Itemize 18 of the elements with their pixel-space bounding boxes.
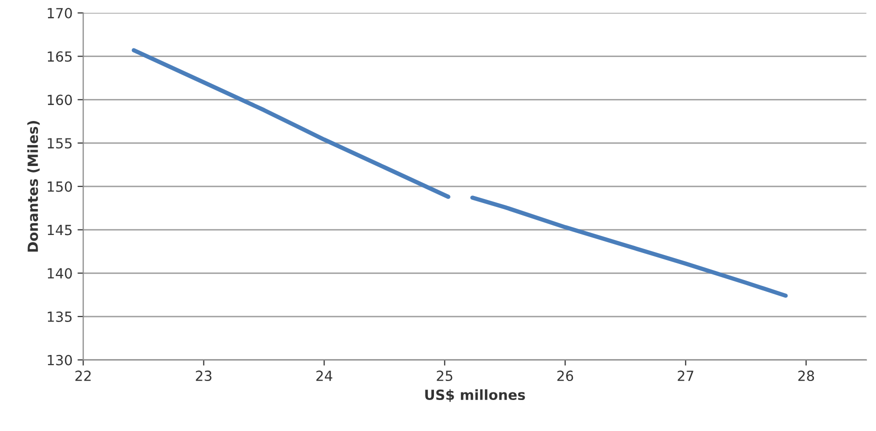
y-axis-title: Donantes (Miles)	[27, 121, 40, 252]
x-tick-label: 28	[798, 370, 814, 382]
y-tick-label: 135	[48, 311, 72, 322]
x-axis-title: US$ millones	[425, 389, 525, 402]
x-tick-label: 24	[316, 370, 332, 381]
x-tick-label: 26	[557, 370, 574, 382]
y-tick-label: 155	[48, 138, 72, 149]
y-tick-label: 170	[48, 8, 72, 18]
y-tick-label: 150	[48, 181, 72, 192]
x-tick-label: 22	[75, 370, 91, 381]
y-tick-label: 140	[48, 268, 72, 279]
y-tick-label: 160	[48, 94, 72, 106]
y-tick-label: 130	[48, 354, 72, 366]
x-tick-label: 25	[436, 370, 452, 382]
x-tick-label: 23	[196, 370, 212, 382]
x-tick-label: 27	[678, 370, 694, 381]
y-tick-label: 165	[48, 51, 72, 62]
y-tick-label: 145	[48, 224, 72, 236]
